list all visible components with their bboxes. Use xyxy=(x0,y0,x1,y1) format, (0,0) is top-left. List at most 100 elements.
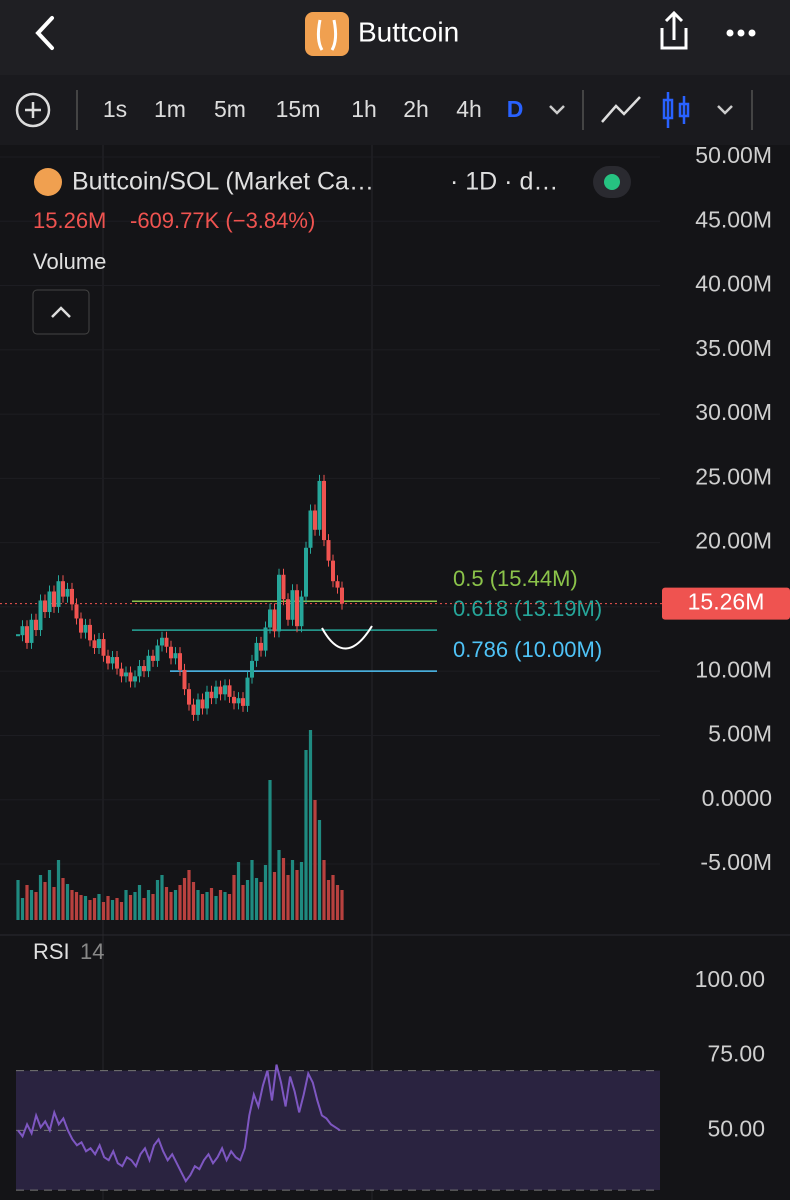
candle xyxy=(187,689,191,705)
symbol-name[interactable]: Buttcoin/SOL (Market Ca… xyxy=(72,168,374,196)
candle xyxy=(277,574,281,632)
toolbar xyxy=(0,75,790,145)
candle xyxy=(191,704,196,715)
candle xyxy=(340,587,344,604)
interval-button[interactable]: D xyxy=(507,96,524,122)
candle xyxy=(263,627,268,651)
volume-bar xyxy=(124,890,128,920)
candle xyxy=(227,685,232,697)
fib-label: 0.786 (10.00M) xyxy=(453,637,602,662)
candle xyxy=(106,655,110,664)
candle xyxy=(151,655,155,661)
volume-bar xyxy=(20,898,25,920)
back-button[interactable] xyxy=(35,16,54,50)
interval-button[interactable]: 1m xyxy=(154,96,186,122)
candle xyxy=(281,574,286,600)
volume-bar xyxy=(277,850,281,920)
volume-bar xyxy=(61,878,65,920)
volume-bar xyxy=(146,890,151,920)
volume-bar xyxy=(241,885,245,920)
candle xyxy=(56,581,61,607)
volume-bar xyxy=(187,870,191,920)
volume-bar xyxy=(191,882,196,920)
volume-bar xyxy=(304,750,308,920)
symbol-period: · 1D · d… xyxy=(450,168,558,196)
volume-bar xyxy=(83,896,88,920)
rsi-line xyxy=(17,1064,341,1183)
candle xyxy=(209,691,214,699)
candle xyxy=(83,624,88,633)
volume-bar xyxy=(272,872,277,920)
rsi-length: 14 xyxy=(80,939,104,964)
chart-type-dropdown[interactable] xyxy=(717,105,733,115)
interval-button[interactable]: 5m xyxy=(214,96,246,122)
more-button[interactable] xyxy=(726,29,756,37)
volume-bar xyxy=(79,895,83,920)
candle xyxy=(259,642,263,651)
candle xyxy=(137,666,142,677)
volume-bar xyxy=(92,898,97,920)
candle xyxy=(331,560,335,582)
volume-bar xyxy=(299,862,304,920)
candle xyxy=(218,686,223,695)
volume-bar xyxy=(200,894,205,920)
candle xyxy=(254,642,259,661)
volume-bar xyxy=(43,882,47,920)
interval-button[interactable]: 2h xyxy=(403,96,429,122)
last-price-box xyxy=(662,587,790,620)
volume-bar xyxy=(232,875,236,920)
volume-bar xyxy=(340,890,344,920)
add-indicator-button[interactable] xyxy=(15,92,51,128)
volume-bar xyxy=(196,890,200,920)
candle xyxy=(214,686,218,699)
candle xyxy=(241,698,245,706)
interval-dropdown[interactable] xyxy=(549,105,565,115)
volume-bar xyxy=(326,880,331,920)
collapse-button[interactable] xyxy=(32,289,90,335)
interval-button[interactable]: 15m xyxy=(276,96,321,122)
volume-bar xyxy=(142,898,146,920)
y-tick-label: 50.00M xyxy=(695,142,772,168)
volume-bar xyxy=(259,882,263,920)
line-chart-button[interactable] xyxy=(601,96,641,123)
candle xyxy=(43,600,47,613)
drawn-curve xyxy=(321,625,373,650)
volume-bar xyxy=(47,870,52,920)
share-button[interactable] xyxy=(660,10,688,50)
volume-bar xyxy=(322,860,326,920)
candle xyxy=(61,581,65,597)
y-tick-label: 0.0000 xyxy=(702,785,772,811)
candle xyxy=(299,596,304,627)
candle xyxy=(29,619,34,643)
candle xyxy=(322,480,326,541)
interval-button[interactable]: 1s xyxy=(103,96,127,122)
y-tick-label: 50.00 xyxy=(707,1115,765,1141)
candle xyxy=(164,637,169,647)
volume-bar xyxy=(281,858,286,920)
candle xyxy=(250,660,254,678)
candle xyxy=(101,639,106,656)
candle xyxy=(115,657,119,669)
volume-bar xyxy=(52,887,56,920)
page-title: Buttcoin xyxy=(358,16,459,47)
interval-button[interactable]: 4h xyxy=(456,96,482,122)
fib-label: 0.618 (13.19M) xyxy=(453,596,602,621)
volume-bar xyxy=(34,892,38,920)
volume-bar xyxy=(205,892,209,920)
volume-bar xyxy=(254,878,259,920)
candle xyxy=(20,626,25,636)
volume-bar xyxy=(88,900,92,920)
candle xyxy=(232,696,236,704)
volume-bar xyxy=(286,875,290,920)
y-tick-label: 10.00M xyxy=(695,656,772,682)
candle xyxy=(317,480,322,530)
volume-bar xyxy=(119,902,124,920)
interval-button[interactable]: 1h xyxy=(351,96,377,122)
candle xyxy=(173,653,178,659)
volume-bar xyxy=(160,875,164,920)
candle xyxy=(178,653,182,670)
volume-bar xyxy=(164,887,169,920)
candle-chart-button[interactable] xyxy=(662,92,690,128)
volume-bar xyxy=(155,880,160,920)
